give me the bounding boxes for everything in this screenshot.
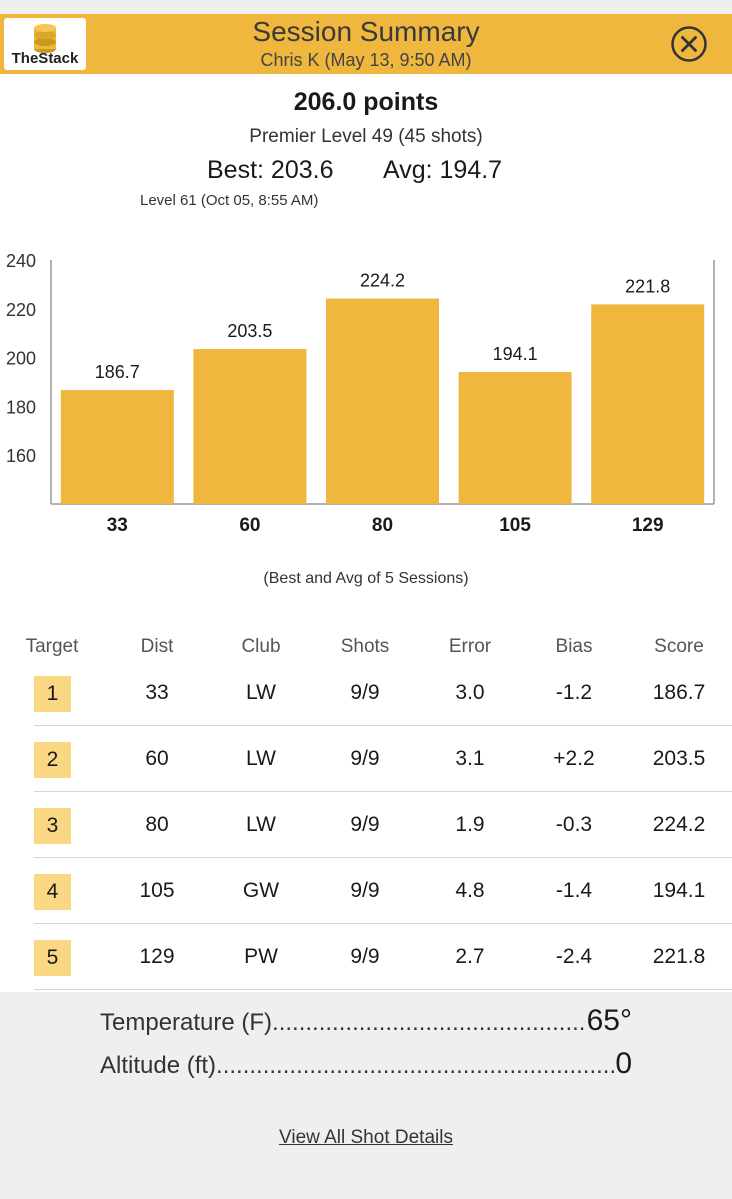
cell-score: 224.2: [652, 813, 706, 836]
cell-dist: 129: [139, 945, 175, 968]
table-row[interactable]: 2 60 LW 9/9 3.1 +2.2 203.5: [0, 726, 732, 792]
row-divider: [34, 923, 732, 924]
altitude-row: Altitude (ft) 0: [100, 1047, 632, 1081]
bar: [458, 371, 572, 504]
view-all-shots-link[interactable]: View All Shot Details: [279, 1127, 453, 1148]
temperature-label: Temperature (F): [100, 1009, 273, 1036]
bar: [326, 298, 439, 504]
cell-shots: 9/9: [350, 681, 380, 704]
y-tick-label: 220: [6, 300, 36, 320]
y-tick-label: 240: [6, 251, 36, 271]
cell-error: 3.1: [455, 747, 485, 770]
altitude-value: 0: [615, 1047, 632, 1080]
table-row[interactable]: 1 33 LW 9/9 3.0 -1.2 186.7: [0, 660, 732, 726]
col-header-score: Score: [654, 636, 704, 657]
dot-leader: [272, 1009, 587, 1037]
bar: [60, 390, 174, 504]
dot-leader: [216, 1052, 615, 1080]
bar-value-label: 194.1: [493, 344, 538, 364]
best-level-info: Level 61 (Oct 05, 8:55 AM): [140, 192, 319, 209]
x-tick-label: 80: [372, 515, 393, 536]
row-divider: [34, 791, 732, 792]
col-header-error: Error: [448, 636, 492, 657]
table-row[interactable]: 4 105 GW 9/9 4.8 -1.4 194.1: [0, 858, 732, 924]
session-subtitle: Chris K (May 13, 9:50 AM): [260, 50, 472, 70]
close-icon[interactable]: [670, 25, 708, 63]
row-divider: [34, 989, 732, 990]
thestack-logo: TheStack: [4, 18, 86, 70]
stack-logo-icon: [34, 24, 56, 53]
cell-bias: -1.4: [555, 879, 593, 902]
logo-text: TheStack: [11, 50, 79, 67]
col-header-target: Target: [25, 636, 79, 657]
x-tick-label: 33: [107, 515, 128, 536]
bar-value-label: 221.8: [625, 276, 670, 296]
target-badge: 2: [34, 742, 71, 778]
cell-club: LW: [246, 813, 276, 836]
page-title: Session Summary: [252, 16, 480, 47]
cell-bias: -0.3: [555, 813, 593, 836]
row-divider: [34, 857, 732, 858]
target-badge: 4: [34, 874, 71, 910]
cell-score: 194.1: [652, 879, 706, 902]
cell-bias: -1.2: [555, 681, 593, 704]
cell-error: 4.8: [455, 879, 485, 902]
cell-shots: 9/9: [350, 747, 380, 770]
score-bar-chart: 240 220 200 180 160 186.7 33 203.5 60 224.2 80 194.…: [6, 251, 715, 536]
targets-table: Target Dist Club Shots Error Bias Score …: [0, 624, 732, 992]
cell-club: LW: [246, 747, 276, 770]
header-bar: TheStack Session Summary Chris K (May 13…: [0, 14, 732, 74]
cell-bias: -2.4: [555, 945, 593, 968]
cell-shots: 9/9: [350, 879, 380, 902]
y-tick-label: 200: [6, 349, 36, 369]
y-tick-label: 180: [6, 397, 36, 417]
cell-club: PW: [244, 945, 278, 968]
col-header-bias: Bias: [555, 636, 593, 657]
summary-panel: 206.0 points Premier Level 49 (45 shots)…: [0, 74, 732, 624]
bar-value-label: 186.7: [95, 362, 140, 382]
chart-note: (Best and Avg of 5 Sessions): [263, 570, 469, 587]
level-info: Premier Level 49 (45 shots): [249, 126, 483, 147]
target-badge: 5: [34, 940, 71, 976]
temperature-row: Temperature (F) 65°: [100, 1004, 632, 1038]
cell-score: 221.8: [652, 945, 706, 968]
col-header-dist: Dist: [140, 636, 174, 657]
temperature-value: 65°: [586, 1004, 632, 1037]
cell-score: 186.7: [652, 681, 706, 704]
cell-club: GW: [242, 879, 280, 902]
target-badge: 3: [34, 808, 71, 844]
cell-error: 3.0: [455, 681, 485, 704]
col-header-shots: Shots: [340, 636, 390, 657]
bar: [591, 304, 705, 504]
table-row[interactable]: 3 80 LW 9/9 1.9 -0.3 224.2: [0, 792, 732, 858]
cell-shots: 9/9: [350, 945, 380, 968]
y-tick-label: 160: [6, 446, 36, 466]
points-total: 206.0 points: [293, 88, 439, 116]
cell-score: 203.5: [652, 747, 706, 770]
cell-dist: 60: [145, 747, 169, 770]
avg-score: Avg: 194.7: [383, 156, 503, 184]
bar: [193, 349, 307, 504]
bar-value-label: 224.2: [360, 271, 405, 291]
bar-value-label: 203.5: [227, 321, 272, 341]
cell-error: 1.9: [455, 813, 485, 836]
table-row[interactable]: 5 129 PW 9/9 2.7 -2.4 221.8: [0, 924, 732, 990]
view-all-shots-link-row: View All Shot Details: [0, 1127, 732, 1149]
best-score: Best: 203.6: [207, 156, 334, 184]
cell-dist: 80: [145, 813, 169, 836]
target-badge: 1: [34, 676, 71, 712]
close-button[interactable]: [670, 25, 708, 63]
x-tick-label: 129: [632, 515, 664, 536]
cell-error: 2.7: [455, 945, 485, 968]
altitude-label: Altitude (ft): [100, 1052, 217, 1079]
cell-dist: 105: [139, 879, 175, 902]
x-tick-label: 105: [499, 515, 531, 536]
cell-bias: +2.2: [553, 747, 595, 770]
col-header-club: Club: [241, 636, 281, 657]
row-divider: [34, 725, 732, 726]
cell-shots: 9/9: [350, 813, 380, 836]
x-tick-label: 60: [239, 515, 260, 536]
cell-dist: 33: [145, 681, 169, 704]
cell-club: LW: [246, 681, 276, 704]
